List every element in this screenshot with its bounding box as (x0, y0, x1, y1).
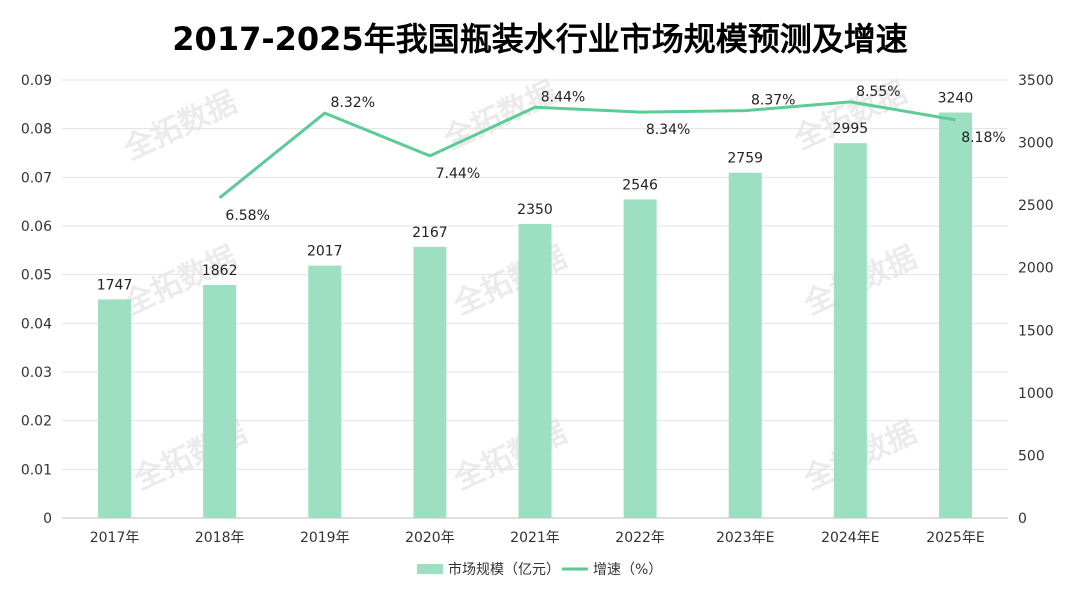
legend-line-label: 增速（%） (593, 562, 662, 578)
category-label: 2025年E (926, 530, 984, 546)
line-value-label: 6.58% (225, 208, 269, 224)
bar (833, 143, 867, 518)
bar (623, 199, 657, 518)
right-tick-label: 1000 (1018, 386, 1054, 402)
growth-line (218, 100, 956, 199)
bar-value-label: 2017 (307, 244, 343, 260)
bar-value-label: 2350 (517, 202, 553, 218)
bar (728, 172, 762, 519)
line-value-label: 8.44% (541, 89, 585, 105)
left-tick-label: 0.03 (21, 365, 52, 381)
bar (308, 265, 342, 518)
category-label: 2019年 (300, 530, 350, 546)
right-axis: 0 500 1000 1500 2000 2500 3000 3500 (1018, 73, 1054, 527)
category-label: 2018年 (195, 530, 245, 546)
right-tick-label: 2000 (1018, 261, 1054, 277)
line-value-label: 7.44% (436, 166, 480, 182)
category-label: 2022年 (615, 530, 665, 546)
right-tick-label: 3000 (1018, 136, 1054, 152)
right-tick-label: 1500 (1018, 323, 1054, 339)
left-tick-label: 0.04 (21, 316, 52, 332)
watermark-text: 全拓数据 (118, 85, 242, 168)
bar (938, 112, 972, 518)
bar (413, 246, 447, 518)
category-label: 2021年 (510, 530, 560, 546)
left-axis: 0 0.01 0.02 0.03 0.04 0.05 0.06 0.07 0.08 0.09 (21, 73, 52, 527)
bar-value-label: 2759 (727, 151, 763, 167)
right-tick-label: 500 (1018, 448, 1045, 464)
bar-value-label: 2167 (412, 225, 448, 241)
watermark-text: 全拓数据 (448, 240, 572, 323)
line-labels: 6.58% 8.32% 7.44% 8.44% 8.34% 8.37% 8.55% 8.18% (225, 84, 1005, 224)
right-tick-label: 2500 (1018, 198, 1054, 214)
line-value-label: 8.34% (646, 122, 690, 138)
category-label: 2023年E (716, 530, 774, 546)
right-tick-label: 0 (1018, 511, 1027, 527)
category-axis: 2017年 2018年 2019年 2020年 2021年 2022年 2023年E 2024… (90, 530, 985, 546)
bar-value-label: 1862 (202, 263, 238, 279)
left-tick-label: 0.08 (21, 122, 52, 138)
left-tick-label: 0.06 (21, 219, 52, 235)
line-value-label: 8.37% (751, 93, 795, 109)
bar-value-label: 1747 (97, 277, 133, 293)
bar (98, 299, 132, 518)
bar-value-label: 2546 (622, 177, 658, 193)
legend: 市场规模（亿元） 增速（%） (417, 561, 662, 578)
line-value-label: 8.32% (331, 95, 375, 111)
bar (203, 284, 237, 518)
bar-series (98, 112, 972, 519)
line-value-label: 8.55% (856, 84, 900, 100)
line-value-label: 8.18% (961, 130, 1005, 146)
left-tick-label: 0.09 (21, 73, 52, 89)
line-series (218, 100, 956, 199)
bar-value-label: 3240 (938, 91, 974, 107)
watermark-text: 全拓数据 (448, 415, 572, 498)
category-label: 2017年 (90, 530, 140, 546)
bar (518, 223, 552, 518)
left-tick-label: 0.07 (21, 170, 52, 186)
left-tick-label: 0.01 (21, 462, 52, 478)
left-tick-label: 0.05 (21, 268, 52, 284)
left-tick-label: 0 (43, 511, 52, 527)
bar-value-label: 2995 (833, 121, 869, 137)
right-tick-label: 3500 (1018, 73, 1054, 89)
chart-title: 2017-2025年我国瓶装水行业市场规模预测及增速 (172, 20, 908, 58)
category-label: 2024年E (821, 530, 879, 546)
left-tick-label: 0.02 (21, 414, 52, 430)
legend-bar-swatch (417, 564, 443, 574)
category-label: 2020年 (405, 530, 455, 546)
legend-bar-label: 市场规模（亿元） (448, 561, 560, 578)
bar-labels: 1747 1862 2017 2167 2350 2546 2759 2995 3240 (97, 91, 974, 294)
